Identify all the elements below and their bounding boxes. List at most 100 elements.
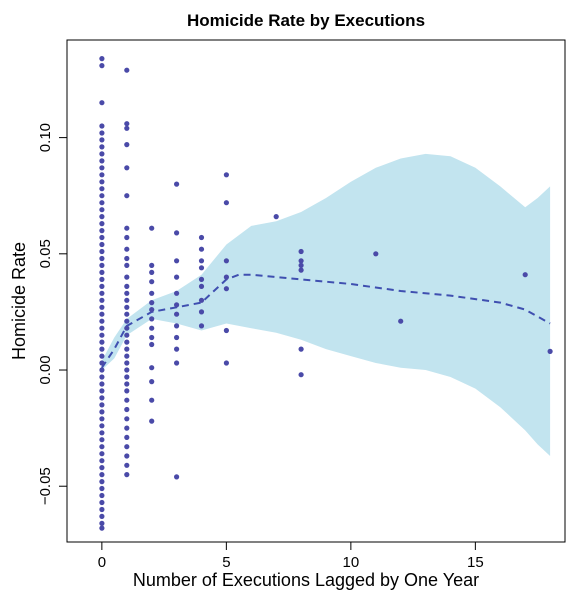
data-points-layer xyxy=(99,56,553,531)
data-point xyxy=(99,56,105,62)
y-axis: −0.05 0.00 0.05 0.10 xyxy=(37,123,67,505)
data-point xyxy=(99,513,105,520)
data-point xyxy=(124,346,130,352)
data-point xyxy=(99,374,105,380)
data-point xyxy=(124,121,130,127)
data-point xyxy=(124,332,130,338)
data-point xyxy=(99,304,105,310)
y-axis-label: Homicide Rate xyxy=(9,242,29,360)
data-point xyxy=(198,258,205,264)
data-point xyxy=(99,186,105,192)
data-point xyxy=(149,307,155,313)
data-point xyxy=(99,100,105,106)
data-point xyxy=(99,269,105,275)
data-point xyxy=(298,258,304,264)
x-tick-label: 10 xyxy=(343,554,360,571)
data-point xyxy=(99,506,105,513)
data-point xyxy=(124,397,130,403)
data-point xyxy=(99,395,105,401)
data-point xyxy=(99,318,105,324)
data-point xyxy=(99,430,105,436)
data-point xyxy=(124,304,130,310)
chart-title: Homicide Rate by Executions xyxy=(187,11,425,30)
data-point xyxy=(149,279,155,285)
data-point xyxy=(124,311,130,317)
x-tick-label: 15 xyxy=(467,554,484,571)
data-point xyxy=(124,434,130,440)
data-point xyxy=(99,339,105,345)
data-point xyxy=(124,297,130,303)
data-point xyxy=(124,318,130,324)
data-point xyxy=(99,290,105,296)
data-point xyxy=(99,485,105,492)
data-point xyxy=(149,365,155,371)
data-point xyxy=(99,311,105,317)
data-point xyxy=(99,332,105,338)
trend-line-layer xyxy=(101,273,551,369)
data-point xyxy=(99,158,105,164)
data-point xyxy=(99,402,105,408)
data-point xyxy=(198,323,205,329)
data-point xyxy=(124,353,130,359)
data-point xyxy=(174,474,180,480)
data-point xyxy=(124,374,130,380)
data-point xyxy=(398,318,404,324)
data-point xyxy=(99,179,105,185)
data-point xyxy=(149,262,155,268)
data-point xyxy=(124,367,130,373)
data-point xyxy=(99,123,105,129)
data-point xyxy=(124,225,130,231)
data-point xyxy=(124,255,130,262)
data-point xyxy=(99,248,105,255)
data-point xyxy=(174,181,180,187)
data-point xyxy=(124,262,130,268)
data-point xyxy=(124,234,130,241)
plot-area xyxy=(99,56,553,531)
data-point xyxy=(149,397,155,403)
data-point xyxy=(99,262,105,268)
data-point xyxy=(99,325,105,331)
data-point xyxy=(124,360,130,366)
y-tick-label: 0.10 xyxy=(37,123,54,152)
data-point xyxy=(99,200,105,206)
data-point xyxy=(99,423,105,429)
data-point xyxy=(99,221,105,227)
trend-line xyxy=(101,273,551,369)
data-point xyxy=(99,479,105,485)
data-point xyxy=(198,283,205,289)
data-point xyxy=(198,276,205,282)
data-point xyxy=(99,241,105,248)
data-point xyxy=(124,453,130,459)
x-tick-label: 5 xyxy=(222,554,230,571)
data-point xyxy=(149,316,155,322)
data-point xyxy=(174,274,180,280)
data-point xyxy=(298,372,304,378)
y-tick-label: −0.05 xyxy=(37,467,54,505)
data-point xyxy=(99,381,105,387)
data-point xyxy=(124,425,130,431)
data-point xyxy=(149,341,155,348)
data-point xyxy=(99,346,105,352)
data-point xyxy=(547,348,553,354)
data-point xyxy=(124,165,130,171)
data-point xyxy=(198,246,205,252)
data-point xyxy=(99,367,105,373)
data-point xyxy=(99,137,105,143)
data-point xyxy=(149,269,155,275)
data-point xyxy=(273,214,279,220)
data-point xyxy=(99,276,105,282)
data-point xyxy=(124,388,130,394)
confidence-band-layer xyxy=(101,153,551,456)
data-point xyxy=(124,283,130,289)
data-point xyxy=(99,499,105,506)
data-point xyxy=(99,151,105,157)
data-point xyxy=(124,325,130,331)
data-point xyxy=(99,165,105,171)
data-point xyxy=(198,309,205,315)
data-point xyxy=(99,283,105,289)
y-tick-label: 0.00 xyxy=(37,355,54,384)
data-point xyxy=(99,234,105,241)
data-point xyxy=(99,451,105,457)
data-point xyxy=(99,193,105,199)
data-point xyxy=(99,228,105,234)
